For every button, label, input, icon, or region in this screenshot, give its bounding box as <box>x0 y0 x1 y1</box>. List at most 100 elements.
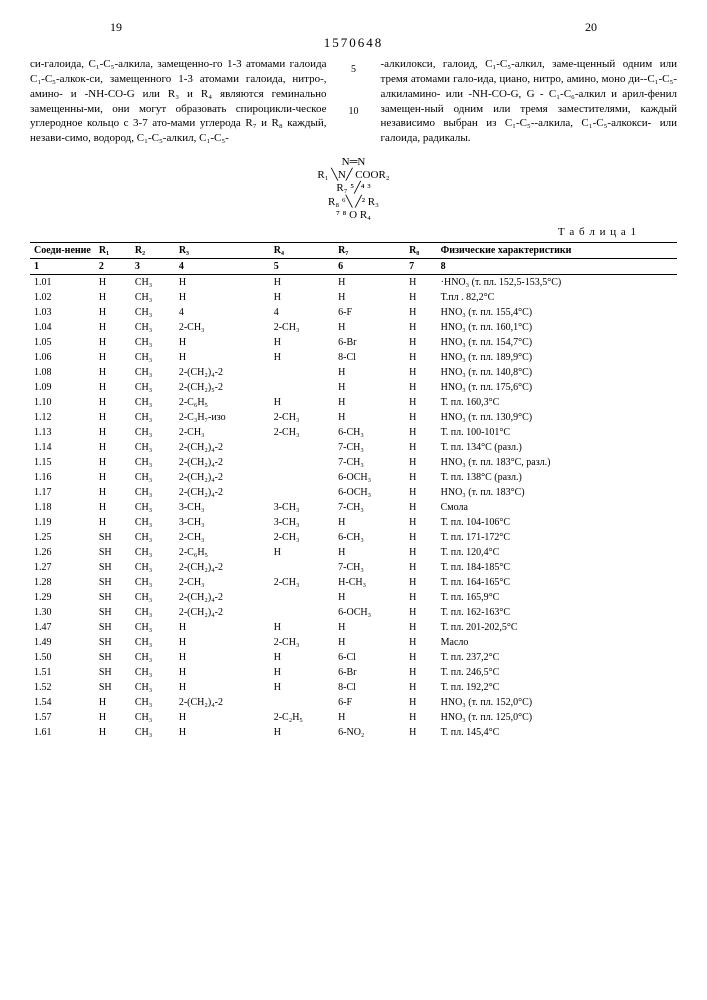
table-cell <box>270 455 334 470</box>
table-cell: 6-NO₂ <box>334 725 405 740</box>
table-cell: H <box>175 650 270 665</box>
table-cell: 6-CH₃ <box>334 425 405 440</box>
table-cell: H <box>405 605 437 620</box>
table-cell: CH₃ <box>131 350 175 365</box>
table-cell: CH₃ <box>131 425 175 440</box>
line-5: 5 <box>347 63 361 77</box>
table-row: 1.17HCH₃2-(CH₂)₄-26-OCH₃HHNO₃ (т. пл. 18… <box>30 485 677 500</box>
th-r8: R₈ <box>405 243 437 259</box>
table-cell: H <box>95 710 131 725</box>
table-cell: H <box>405 560 437 575</box>
table-cell: 6-Cl <box>334 650 405 665</box>
table-cell: CH₃ <box>131 680 175 695</box>
table-cell: H <box>405 335 437 350</box>
table-cell: 2-(CH₂)₄-2 <box>175 455 270 470</box>
table-cell: SH <box>95 575 131 590</box>
table-cell: H <box>334 365 405 380</box>
table-cell: H <box>270 290 334 305</box>
table-cell: H <box>175 620 270 635</box>
table-cell: H <box>405 455 437 470</box>
table-cell: 1.19 <box>30 515 95 530</box>
table-cell: Т. пл. 134°C (разл.) <box>437 440 677 455</box>
table-cell <box>270 695 334 710</box>
table-cell: H <box>405 470 437 485</box>
table-cell: H <box>95 335 131 350</box>
colnum: 5 <box>270 259 334 275</box>
table-cell: 6-F <box>334 305 405 320</box>
table-cell: H <box>175 710 270 725</box>
th-r4: R₄ <box>270 243 334 259</box>
table-row: 1.02HCH₃HHHHТ.пл . 82,2°C <box>30 290 677 305</box>
diagram-line: R₇ ⁵╱⁴ ³ <box>30 182 677 195</box>
table-cell: CH₃ <box>131 620 175 635</box>
table-cell: 2-C₆H₅ <box>175 395 270 410</box>
table-cell: SH <box>95 620 131 635</box>
table-row: 1.14HCH₃2-(CH₂)₄-27-CH₃HТ. пл. 134°C (ра… <box>30 440 677 455</box>
table-cell <box>270 440 334 455</box>
table-cell: H <box>405 320 437 335</box>
table-cell: 6-Br <box>334 665 405 680</box>
table-row: 1.01HCH₃HHHH·HNO₃ (т. пл. 152,5-153,5°C) <box>30 275 677 291</box>
table-cell: H <box>270 395 334 410</box>
table-cell: 2-C₆H₅ <box>175 545 270 560</box>
table-cell: H <box>405 290 437 305</box>
table-cell: HNO₃ (т. пл. 189,9°C) <box>437 350 677 365</box>
table-cell: 3-CH₃ <box>175 500 270 515</box>
right-column: -алкилокси, галоид, C₁-C₅-алкил, заме-ще… <box>381 57 678 146</box>
th-r2: R₂ <box>131 243 175 259</box>
table-cell: 2-CH₃ <box>270 410 334 425</box>
table-cell: 1.02 <box>30 290 95 305</box>
table-cell: H <box>270 665 334 680</box>
table-cell: 3-CH₃ <box>175 515 270 530</box>
table-cell: CH₃ <box>131 545 175 560</box>
table-cell <box>270 560 334 575</box>
table-cell: 6-OCH₃ <box>334 605 405 620</box>
table-cell: 1.27 <box>30 560 95 575</box>
table-cell: Т. пл. 104-106°C <box>437 515 677 530</box>
table-cell: H <box>95 290 131 305</box>
table-cell: H <box>95 515 131 530</box>
table-cell: CH₃ <box>131 470 175 485</box>
diagram-line: N═N <box>30 156 677 169</box>
table-row: 1.09HCH₃2-(CH₂)₅-2HHHNO₃ (т. пл. 175,6°C… <box>30 380 677 395</box>
table-cell: HNO₃ (т. пл. 152,0°C) <box>437 695 677 710</box>
page-left: 19 <box>110 20 122 35</box>
table-row: 1.30SHCH₃2-(CH₂)₄-26-OCH₃HТ. пл. 162-163… <box>30 605 677 620</box>
table-cell: H <box>175 275 270 291</box>
table-cell: H <box>405 515 437 530</box>
table-cell: CH₃ <box>131 275 175 291</box>
table-cell: H-CH₃ <box>334 575 405 590</box>
table-cell: Т. пл. 162-163°C <box>437 605 677 620</box>
table-cell: CH₃ <box>131 635 175 650</box>
table-row: 1.27SHCH₃2-(CH₂)₄-27-CH₃HТ. пл. 184-185°… <box>30 560 677 575</box>
table-cell: H <box>405 395 437 410</box>
table-cell: HNO₃ (т. пл. 125,0°C) <box>437 710 677 725</box>
table-cell: 4 <box>175 305 270 320</box>
table-cell: HNO₃ (т. пл. 154,7°C) <box>437 335 677 350</box>
table-row: 1.61HCH₃HH6-NO₂HТ. пл. 145,4°C <box>30 725 677 740</box>
th-r7: R₇ <box>334 243 405 259</box>
table-cell: 1.09 <box>30 380 95 395</box>
table-row: 1.16HCH₃2-(CH₂)₄-26-OCH₃HТ. пл. 138°C (р… <box>30 470 677 485</box>
table-cell: H <box>405 545 437 560</box>
table-row: 1.19HCH₃3-CH₃3-CH₃HHТ. пл. 104-106°C <box>30 515 677 530</box>
table-cell: H <box>405 425 437 440</box>
table-cell: 1.03 <box>30 305 95 320</box>
table-row: 1.52SHCH₃HH8-ClHТ. пл. 192,2°C <box>30 680 677 695</box>
table-cell: 2-C₃H₇-изо <box>175 410 270 425</box>
table-cell: HNO₃ (т. пл. 175,6°C) <box>437 380 677 395</box>
table-cell: H <box>95 485 131 500</box>
table-cell: H <box>405 410 437 425</box>
table-cell: HNO₃ (т. пл. 140,8°C) <box>437 365 677 380</box>
table-cell: H <box>270 725 334 740</box>
table-cell: Т. пл. 100-101°C <box>437 425 677 440</box>
table-cell: Т. пл. 171-172°C <box>437 530 677 545</box>
table-row: 1.06HCH₃HH8-ClHHNO₃ (т. пл. 189,9°C) <box>30 350 677 365</box>
table-cell: CH₃ <box>131 290 175 305</box>
table-cell: H <box>95 275 131 291</box>
table-cell: 1.16 <box>30 470 95 485</box>
table-cell: 2-(CH₂)₄-2 <box>175 605 270 620</box>
table-cell: 1.04 <box>30 320 95 335</box>
table-cell: 2-(CH₂)₄-2 <box>175 440 270 455</box>
table-cell: H <box>405 380 437 395</box>
